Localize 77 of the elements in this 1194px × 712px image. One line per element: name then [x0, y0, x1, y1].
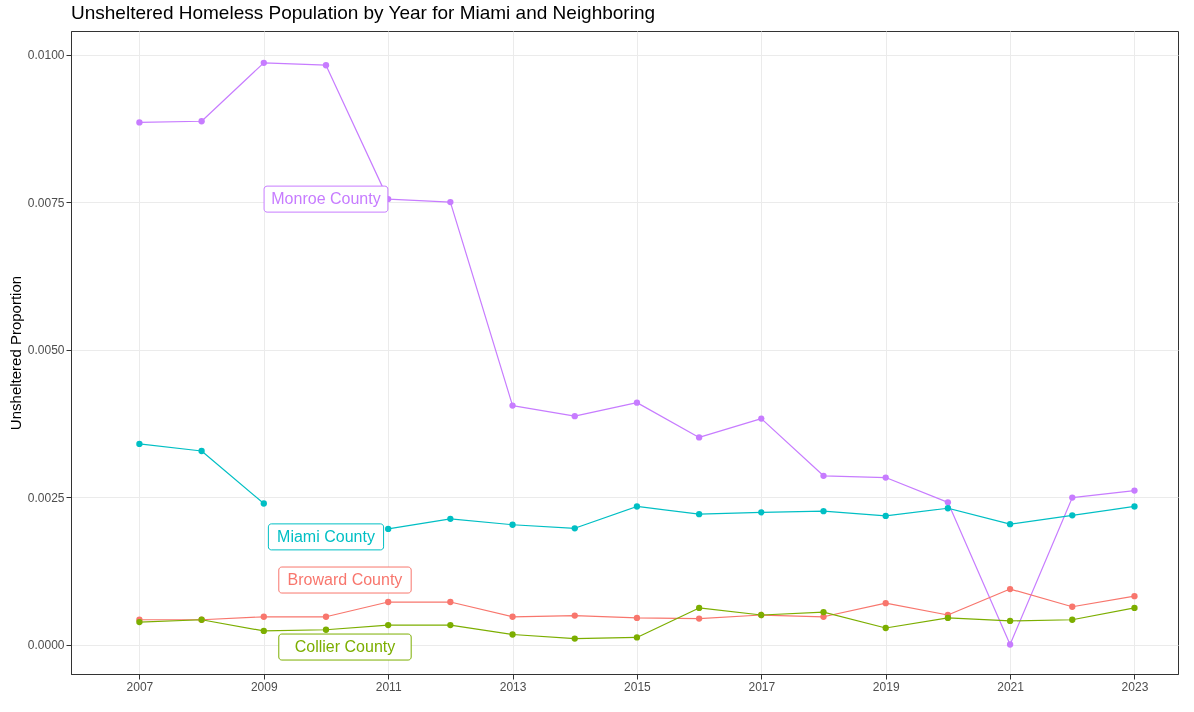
point	[944, 499, 952, 506]
y-tick-label: 0.0100	[27, 48, 65, 63]
x-tick-label: 2017	[748, 679, 776, 694]
series-label: Collier County	[294, 638, 396, 656]
point	[633, 503, 641, 510]
point	[1006, 585, 1014, 593]
point	[447, 598, 454, 606]
point	[571, 635, 578, 642]
point	[136, 119, 143, 126]
point	[136, 440, 143, 448]
point	[571, 612, 578, 619]
x-tick-label: 2015	[624, 679, 652, 694]
point	[1131, 503, 1138, 510]
point	[198, 447, 205, 455]
point	[820, 472, 827, 479]
series-label: Miami County	[277, 527, 375, 545]
point	[1069, 494, 1076, 501]
point	[758, 415, 765, 422]
point	[633, 634, 641, 641]
point	[944, 505, 952, 512]
point	[1006, 617, 1014, 625]
point	[820, 608, 827, 616]
point	[633, 399, 641, 406]
x-tick-label: 2019	[872, 679, 900, 694]
point	[509, 613, 516, 620]
point	[695, 615, 703, 622]
point	[695, 434, 703, 441]
x-tick-label: 2007	[126, 679, 154, 694]
point	[571, 525, 578, 532]
point	[695, 510, 703, 518]
point	[322, 626, 330, 633]
series-label: Monroe County	[271, 190, 381, 208]
point	[509, 402, 516, 409]
point	[1069, 616, 1076, 623]
point	[322, 62, 330, 69]
point	[1069, 512, 1076, 519]
series-label: Broward County	[287, 571, 403, 589]
point	[260, 627, 267, 635]
chart-title: Unsheltered Homeless Population by Year for Miami and Neighboring	[71, 2, 656, 23]
x-tick-label: 2023	[1121, 679, 1149, 694]
y-tick-label: 0.0075	[27, 195, 65, 210]
y-tick-label: 0.0000	[27, 638, 65, 652]
point	[1131, 604, 1138, 612]
point	[322, 613, 330, 620]
point	[385, 598, 392, 606]
point	[882, 600, 889, 607]
point	[1006, 521, 1014, 528]
point	[198, 118, 205, 125]
x-tick-label: 2011	[375, 679, 402, 694]
point	[633, 614, 641, 622]
point	[260, 500, 267, 507]
point	[509, 631, 516, 638]
point	[758, 509, 765, 516]
point	[447, 515, 454, 523]
point	[509, 521, 516, 528]
point	[260, 613, 267, 620]
point	[1069, 603, 1076, 610]
point	[882, 474, 889, 481]
point	[260, 59, 267, 67]
point	[447, 621, 454, 629]
y-axis-title: Unsheltered Proportion	[6, 275, 24, 431]
point	[695, 604, 703, 612]
point	[1131, 592, 1138, 600]
x-tick-label: 2009	[250, 679, 278, 694]
point	[571, 413, 578, 420]
y-tick-label: 0.0025	[27, 490, 65, 505]
y-tick-label: 0.0050	[27, 343, 65, 358]
x-tick-label: 2021	[997, 679, 1025, 694]
point	[820, 508, 827, 515]
point	[882, 512, 889, 520]
point	[385, 621, 392, 629]
point	[1006, 641, 1014, 648]
point	[882, 624, 889, 632]
point	[1131, 487, 1138, 494]
point	[385, 525, 392, 533]
x-tick-label: 2013	[499, 679, 527, 694]
point	[447, 198, 454, 206]
